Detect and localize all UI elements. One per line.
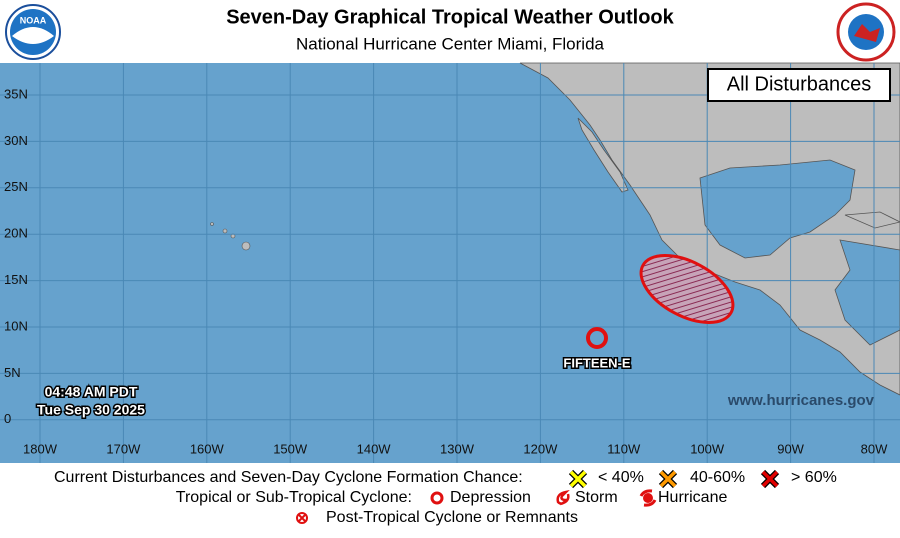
lon-label: 80W	[861, 441, 888, 456]
lon-label: 120W	[523, 441, 558, 456]
hawaii	[210, 222, 251, 251]
lon-label: 160W	[190, 441, 225, 456]
logo-text: NOAA	[20, 15, 47, 25]
title: Seven-Day Graphical Tropical Weather Out…	[226, 6, 674, 28]
legend: Current Disturbances and Seven-Day Cyclo…	[54, 469, 837, 526]
legend-title: Tropical or Sub-Tropical Cyclone:	[176, 489, 412, 506]
lon-label: 130W	[440, 441, 475, 456]
legend-post-tropical: Post-Tropical Cyclone or Remnants	[326, 509, 578, 526]
lat-label: 20N	[4, 226, 28, 241]
lon-label: 90W	[777, 441, 804, 456]
caribbean	[834, 239, 900, 346]
legend-depression: Depression	[450, 489, 531, 506]
nws-logo	[836, 2, 896, 62]
system-label: FIFTEEN-E	[563, 355, 630, 370]
panel-label-box	[707, 68, 891, 102]
legend-high: > 60%	[791, 469, 837, 486]
lat-label: 25N	[4, 179, 28, 194]
lat-label: 5N	[4, 365, 21, 380]
depression-marker	[586, 327, 608, 349]
grid: 35N 30N 25N 20N 15N 10N 5N 0 180W 170W 160W 150W 140…	[0, 63, 900, 463]
lat-label: 30N	[4, 133, 28, 148]
subtitle: National Hurricane Center Miami, Florida	[296, 34, 605, 53]
header-bg	[0, 0, 900, 63]
issue-date: Tue Sep 30 2025	[37, 402, 145, 418]
legend-storm: Storm	[575, 489, 618, 506]
lat-label: 35N	[4, 86, 28, 101]
map: 35N 30N 25N 20N 15N 10N 5N 0 180W 170W 160W 150W 140…	[0, 62, 900, 463]
legend-medium: 40-60%	[690, 469, 745, 486]
disturbance-area	[639, 254, 735, 324]
lon-label: 180W	[23, 441, 58, 456]
legend-low: < 40%	[598, 469, 644, 486]
issue-time: 04:48 AM PDT	[45, 384, 138, 400]
website: www.hurricanes.gov	[727, 392, 875, 409]
lon-label: 110W	[607, 441, 641, 456]
legend-title: Current Disturbances and Seven-Day Cyclo…	[54, 469, 523, 486]
noaa-logo: NOAA	[5, 4, 61, 60]
panel-label: All Disturbances	[727, 73, 872, 95]
legend-hurricane: Hurricane	[658, 489, 727, 506]
gulf-of-mexico	[699, 159, 856, 259]
lat-label: 15N	[4, 272, 28, 287]
cuba	[844, 211, 900, 229]
lon-label: 150W	[273, 441, 308, 456]
lon-label: 170W	[106, 441, 141, 456]
lat-label: 10N	[4, 318, 28, 333]
lon-label: 140W	[357, 441, 392, 456]
lon-label: 100W	[690, 441, 725, 456]
lat-label: 0	[4, 411, 11, 426]
